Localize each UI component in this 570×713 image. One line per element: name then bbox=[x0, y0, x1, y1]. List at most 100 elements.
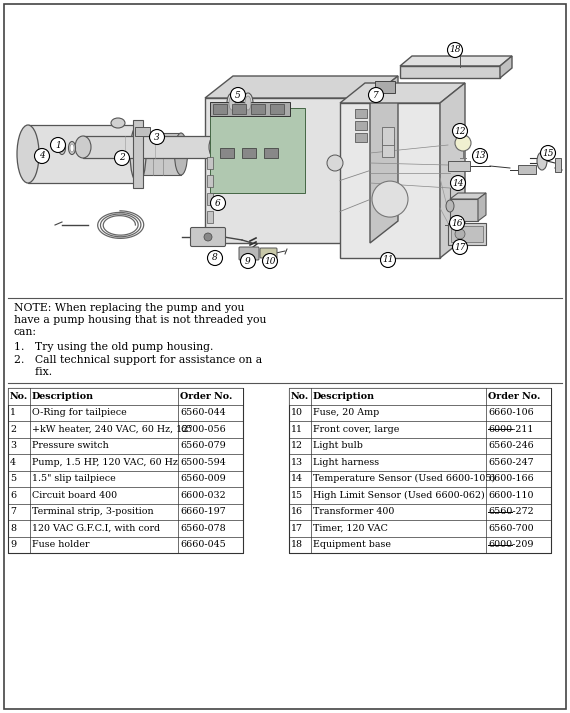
Ellipse shape bbox=[68, 141, 75, 155]
Text: have a pump housing that is not threaded you: have a pump housing that is not threaded… bbox=[14, 315, 267, 325]
Bar bbox=[210, 108, 305, 193]
Text: 1: 1 bbox=[55, 140, 61, 150]
Text: 6560-044: 6560-044 bbox=[180, 409, 226, 417]
Text: 6560-272: 6560-272 bbox=[488, 507, 534, 516]
Text: Timer, 120 VAC: Timer, 120 VAC bbox=[313, 524, 388, 533]
Text: 4: 4 bbox=[39, 151, 45, 160]
Bar bbox=[270, 104, 284, 114]
Polygon shape bbox=[478, 193, 486, 221]
FancyBboxPatch shape bbox=[260, 248, 277, 258]
Polygon shape bbox=[83, 136, 215, 158]
Text: Fuse, 20 Amp: Fuse, 20 Amp bbox=[313, 409, 379, 417]
Circle shape bbox=[450, 175, 466, 190]
Bar bbox=[8, 388, 243, 404]
Text: 9: 9 bbox=[245, 257, 251, 265]
Text: O-Ring for tailpiece: O-Ring for tailpiece bbox=[32, 409, 127, 417]
FancyBboxPatch shape bbox=[190, 227, 226, 247]
Text: 16: 16 bbox=[451, 218, 463, 227]
Polygon shape bbox=[143, 133, 181, 175]
Text: 4: 4 bbox=[10, 458, 16, 467]
Bar bbox=[220, 148, 234, 158]
Text: 14: 14 bbox=[291, 474, 303, 483]
Bar bbox=[450, 199, 478, 221]
Text: 11: 11 bbox=[382, 255, 394, 265]
Circle shape bbox=[210, 195, 226, 210]
Polygon shape bbox=[450, 193, 486, 199]
Bar bbox=[207, 193, 213, 205]
Polygon shape bbox=[440, 83, 465, 258]
Text: 7: 7 bbox=[373, 91, 379, 100]
Text: Order No.: Order No. bbox=[180, 391, 233, 401]
Text: Description: Description bbox=[313, 391, 375, 401]
Circle shape bbox=[453, 123, 467, 138]
Circle shape bbox=[35, 148, 50, 163]
Polygon shape bbox=[28, 125, 138, 183]
Circle shape bbox=[51, 138, 66, 153]
Ellipse shape bbox=[130, 125, 146, 183]
Ellipse shape bbox=[75, 136, 91, 158]
Text: 6600-032: 6600-032 bbox=[180, 491, 226, 500]
Bar bbox=[289, 388, 551, 553]
Circle shape bbox=[455, 135, 471, 151]
Text: 6660-045: 6660-045 bbox=[180, 540, 226, 549]
Text: 5: 5 bbox=[235, 91, 241, 100]
Text: Transformer 400: Transformer 400 bbox=[313, 507, 394, 516]
Bar bbox=[382, 139, 394, 158]
Text: 6560-247: 6560-247 bbox=[488, 458, 534, 467]
Bar bbox=[210, 102, 290, 116]
Circle shape bbox=[473, 148, 487, 163]
Ellipse shape bbox=[70, 144, 74, 152]
Bar bbox=[400, 66, 500, 78]
Bar bbox=[355, 133, 367, 142]
Text: 6: 6 bbox=[215, 198, 221, 207]
Text: 1.   Try using the old pump housing.: 1. Try using the old pump housing. bbox=[14, 342, 213, 352]
Text: 17: 17 bbox=[454, 242, 466, 252]
Text: fix.: fix. bbox=[14, 367, 52, 377]
Text: 3: 3 bbox=[154, 133, 160, 141]
Circle shape bbox=[204, 233, 212, 241]
Text: 6600-110: 6600-110 bbox=[488, 491, 534, 500]
Text: 6000-211: 6000-211 bbox=[488, 425, 534, 434]
Text: 18: 18 bbox=[449, 46, 461, 54]
Text: 13: 13 bbox=[474, 151, 486, 160]
Polygon shape bbox=[205, 76, 398, 98]
Circle shape bbox=[263, 254, 278, 269]
Bar bbox=[518, 165, 536, 174]
Circle shape bbox=[207, 250, 222, 265]
Text: Light bulb: Light bulb bbox=[313, 441, 363, 450]
Text: 13: 13 bbox=[291, 458, 303, 467]
Text: 17: 17 bbox=[291, 524, 303, 533]
Text: 11: 11 bbox=[291, 425, 303, 434]
Bar bbox=[213, 104, 227, 114]
Circle shape bbox=[230, 88, 246, 103]
Ellipse shape bbox=[174, 133, 188, 175]
Text: 9: 9 bbox=[10, 540, 16, 549]
Text: Fuse holder: Fuse holder bbox=[32, 540, 89, 549]
Text: 6560-700: 6560-700 bbox=[488, 524, 534, 533]
Text: Temperature Sensor (Used 6600-105): Temperature Sensor (Used 6600-105) bbox=[313, 474, 495, 483]
Text: 12: 12 bbox=[454, 126, 466, 135]
Bar bbox=[289, 388, 551, 404]
Text: 3: 3 bbox=[10, 441, 16, 450]
Text: NOTE: When replacing the pump and you: NOTE: When replacing the pump and you bbox=[14, 303, 245, 313]
Text: Description: Description bbox=[32, 391, 94, 401]
Ellipse shape bbox=[537, 152, 547, 170]
Text: 6: 6 bbox=[10, 491, 16, 500]
Text: 6560-009: 6560-009 bbox=[180, 474, 226, 483]
Text: 6660-197: 6660-197 bbox=[180, 507, 226, 516]
Circle shape bbox=[115, 150, 129, 165]
Text: 12: 12 bbox=[291, 441, 303, 450]
Text: can:: can: bbox=[14, 327, 37, 337]
Circle shape bbox=[453, 240, 467, 255]
Text: 8: 8 bbox=[10, 524, 16, 533]
Text: 10: 10 bbox=[264, 257, 276, 265]
Text: 120 VAC G.F.C.I, with cord: 120 VAC G.F.C.I, with cord bbox=[32, 524, 160, 533]
Text: 1.5" slip tailpiece: 1.5" slip tailpiece bbox=[32, 474, 116, 483]
Ellipse shape bbox=[243, 93, 253, 113]
Text: Terminal strip, 3-position: Terminal strip, 3-position bbox=[32, 507, 154, 516]
Polygon shape bbox=[340, 83, 465, 103]
Circle shape bbox=[450, 215, 465, 230]
Circle shape bbox=[447, 43, 462, 58]
Text: 18: 18 bbox=[291, 540, 303, 549]
Ellipse shape bbox=[17, 125, 39, 183]
